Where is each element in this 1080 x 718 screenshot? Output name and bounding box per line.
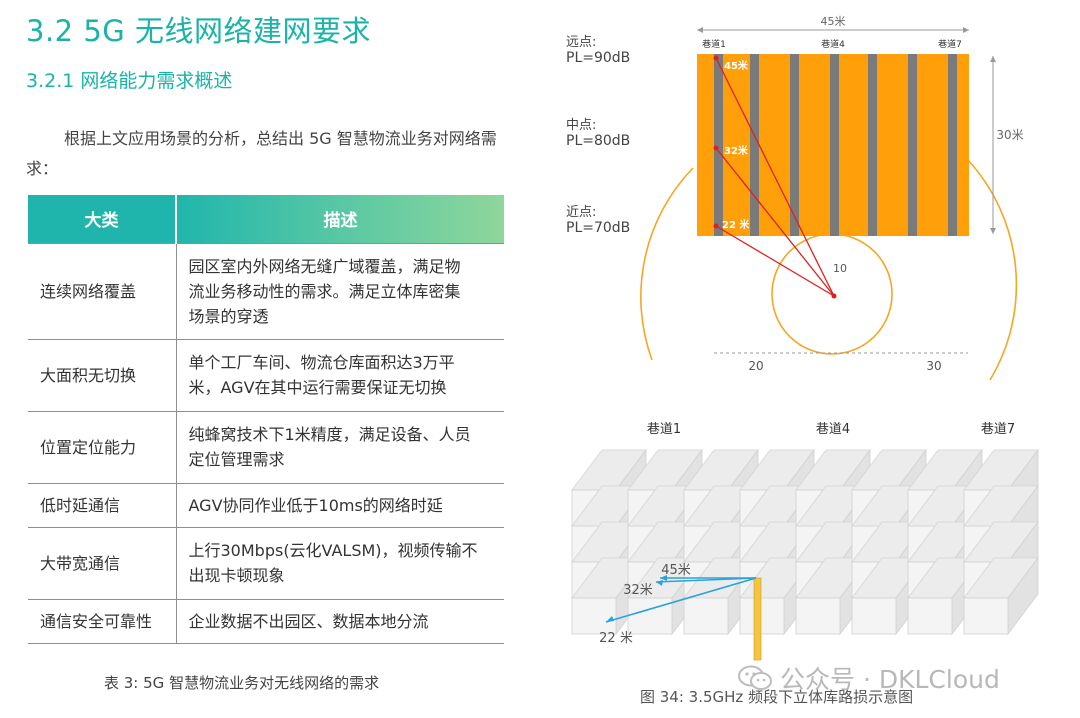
distance-label: 32米 bbox=[724, 144, 749, 157]
header-category: 大类 bbox=[28, 195, 176, 243]
description-line: AGV协同作业低于10ms的网络时延 bbox=[188, 495, 443, 515]
coverage-arc-right bbox=[967, 159, 1018, 381]
row-description: 单个工厂车间、物流仓库面积达3万平 米，AGV在其中运行需要保证无切换 bbox=[176, 339, 504, 412]
description-line: 出现卡顿现象 bbox=[188, 566, 285, 585]
coverage-arc-left bbox=[640, 167, 694, 361]
aisle-bar bbox=[750, 54, 759, 236]
row-description: 园区室内外网络无缝广域覆盖，满足物 流业务移动性的需求。满足立体库密集 场景的穿透 bbox=[176, 242, 504, 340]
point-name: 远点: bbox=[566, 35, 596, 50]
table-row: 大带宽通信 上行30Mbps(云化VALSM)，视频传输不 出现卡顿现象 bbox=[28, 527, 504, 600]
row-category: 低时延通信 bbox=[28, 483, 177, 528]
width-label: 45米 bbox=[821, 15, 846, 28]
aisle-bar bbox=[714, 54, 723, 236]
watermark: 公众号 · DKLCloud bbox=[738, 660, 1000, 696]
row-description: 上行30Mbps(云化VALSM)，视频传输不 出现卡顿现象 bbox=[176, 527, 504, 600]
aisle-label: 巷道1 bbox=[647, 422, 681, 437]
ray-line bbox=[715, 225, 835, 297]
distance-label: 22 米 bbox=[722, 218, 750, 231]
aisle-bar bbox=[908, 54, 917, 236]
description-line: 上行30Mbps(云化VALSM)，视频传输不 bbox=[188, 541, 478, 560]
radius-label: 30 bbox=[926, 359, 941, 373]
description-line: 企业数据不出园区、数据本地分流 bbox=[188, 611, 429, 631]
table-caption: 表 3: 5G 智慧物流业务对无线网络的需求 bbox=[104, 674, 380, 692]
ray-line bbox=[715, 57, 835, 297]
description-line: 单个工厂车间、物流仓库面积达3万平 bbox=[188, 353, 455, 372]
rack-cell-front bbox=[571, 597, 617, 635]
description-line: 纯蜂窝技术下1米精度，满足设备、人员 bbox=[188, 425, 471, 444]
wechat-icon bbox=[738, 665, 772, 690]
figure-caption: 图 34: 3.5GHz 频段下立体库路损示意图 bbox=[640, 688, 914, 706]
table-row: 连续网络覆盖 园区室内外网络无缝广域覆盖，满足物 流业务移动性的需求。满足立体库密集… bbox=[28, 242, 504, 340]
row-category: 大带宽通信 bbox=[28, 527, 177, 600]
description-line: 场景的穿透 bbox=[188, 306, 269, 326]
ray-endpoint bbox=[713, 145, 719, 151]
ray-endpoint bbox=[713, 223, 719, 229]
ray-endpoint bbox=[713, 55, 719, 61]
row-description: 企业数据不出园区、数据本地分流 bbox=[176, 599, 504, 644]
description-line: 米，AGV在其中运行需要保证无切换 bbox=[188, 378, 447, 397]
row-category: 大面积无切换 bbox=[28, 339, 177, 412]
ray-line bbox=[715, 147, 835, 297]
row-description: 纯蜂窝技术下1米精度，满足设备、人员 定位管理需求 bbox=[176, 411, 504, 484]
ray-arrowhead bbox=[660, 575, 667, 581]
height-label: 30米 bbox=[996, 128, 1023, 142]
pathloss-label: PL=90dB bbox=[566, 50, 630, 66]
row-category: 位置定位能力 bbox=[28, 411, 177, 484]
table-row: 大面积无切换 单个工厂车间、物流仓库面积达3万平 米，AGV在其中运行需要保证无切换 bbox=[28, 339, 504, 412]
aisle-bar bbox=[868, 54, 877, 236]
rack-cell-front bbox=[963, 597, 1009, 635]
intro-paragraph: 根据上文应用场景的分析，总结出 5G 智慧物流业务对网络需求： bbox=[26, 129, 497, 178]
antenna-pole bbox=[753, 577, 762, 661]
watermark-text: 公众号 · DKLCloud bbox=[780, 665, 1000, 694]
rack-cell-front bbox=[851, 597, 897, 635]
aisle-bar bbox=[948, 54, 957, 236]
rack-cell-front bbox=[627, 597, 673, 635]
aisle-bar bbox=[790, 54, 799, 236]
subsection-heading: 3.2.1 网络能力需求概述 bbox=[26, 70, 233, 92]
radius-label: 20 bbox=[748, 359, 763, 373]
row-description: AGV协同作业低于10ms的网络时延 bbox=[176, 483, 504, 528]
distance-label: 32米 bbox=[623, 583, 653, 598]
distance-label: 45米 bbox=[661, 563, 691, 578]
ray-arrowhead bbox=[656, 580, 663, 586]
row-category: 连续网络覆盖 bbox=[28, 242, 177, 340]
ray-line bbox=[605, 577, 757, 623]
point-name: 近点: bbox=[566, 205, 596, 220]
header-description: 描述 bbox=[175, 195, 504, 243]
distance-label: 45米 bbox=[724, 59, 749, 72]
aisle-label: 巷道4 bbox=[821, 38, 845, 50]
description-line: 定位管理需求 bbox=[188, 450, 285, 469]
rack-cell-front bbox=[795, 597, 841, 635]
aisle-label: 巷道4 bbox=[816, 422, 850, 437]
table-row: 位置定位能力 纯蜂窝技术下1米精度，满足设备、人员 定位管理需求 bbox=[28, 411, 504, 484]
pathloss-label: PL=70dB bbox=[566, 220, 630, 236]
aisle-label: 巷道1 bbox=[702, 38, 726, 50]
rack-cell-front bbox=[739, 597, 785, 635]
aisle-bar bbox=[830, 54, 839, 236]
distance-label: 22 米 bbox=[599, 631, 633, 646]
pathloss-label: PL=80dB bbox=[566, 133, 630, 149]
section-heading: 3.2 5G 无线网络建网要求 bbox=[26, 14, 371, 48]
table-row: 通信安全可靠性 企业数据不出园区、数据本地分流 bbox=[28, 599, 504, 644]
point-name: 中点: bbox=[566, 118, 596, 133]
rack-cell-front bbox=[907, 597, 953, 635]
ray-line bbox=[655, 577, 757, 583]
description-line: 园区室内外网络无缝广域覆盖，满足物 bbox=[188, 256, 461, 276]
aisle-label: 巷道7 bbox=[981, 422, 1015, 437]
base-station-point bbox=[831, 293, 837, 299]
table-row: 低时延通信 AGV协同作业低于10ms的网络时延 bbox=[28, 483, 504, 528]
aisle-label: 巷道7 bbox=[938, 38, 962, 50]
table-header-row: 大类 描述 bbox=[28, 195, 504, 243]
row-category: 通信安全可靠性 bbox=[28, 599, 177, 644]
ray-arrowhead bbox=[606, 616, 614, 622]
description-line: 流业务移动性的需求。满足立体库密集 bbox=[188, 281, 461, 301]
rack-cell-front bbox=[683, 597, 729, 635]
requirements-table: 大类 描述 连续网络覆盖 园区室内外网络无缝广域覆盖，满足物 流业务移动性的需求。满… bbox=[28, 195, 504, 644]
radius-label: 10 bbox=[833, 262, 847, 275]
